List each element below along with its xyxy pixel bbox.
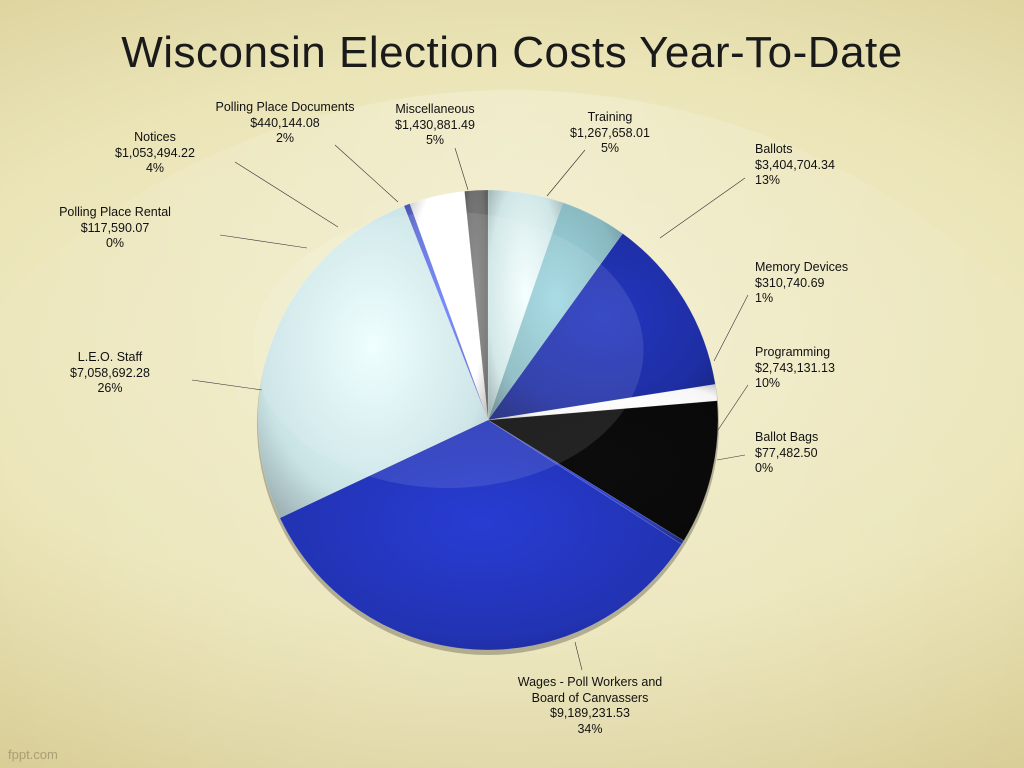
slice-label: Ballots$3,404,704.3413% bbox=[755, 142, 835, 189]
slice-label: Polling Place Documents$440,144.082% bbox=[216, 100, 355, 147]
slice-label: Memory Devices$310,740.691% bbox=[755, 260, 848, 307]
pie-chart: Miscellaneous$1,430,881.495% Training$1,2… bbox=[0, 100, 1024, 740]
watermark: fppt.com bbox=[8, 747, 58, 762]
pie-svg bbox=[0, 100, 1024, 740]
slice-label: Wages - Poll Workers andBoard of Canvass… bbox=[518, 675, 663, 738]
slice-label: Ballot Bags$77,482.500% bbox=[755, 430, 818, 477]
slice-label: Miscellaneous$1,430,881.495% bbox=[395, 102, 475, 149]
page-title: Wisconsin Election Costs Year-To-Date bbox=[0, 28, 1024, 78]
slice-label: Polling Place Rental$117,590.070% bbox=[59, 205, 171, 252]
slice-label: Notices$1,053,494.224% bbox=[115, 130, 195, 177]
slice-label: Training$1,267,658.015% bbox=[570, 110, 650, 157]
slice-label: L.E.O. Staff$7,058,692.2826% bbox=[70, 350, 150, 397]
slice-label: Programming$2,743,131.1310% bbox=[755, 345, 835, 392]
